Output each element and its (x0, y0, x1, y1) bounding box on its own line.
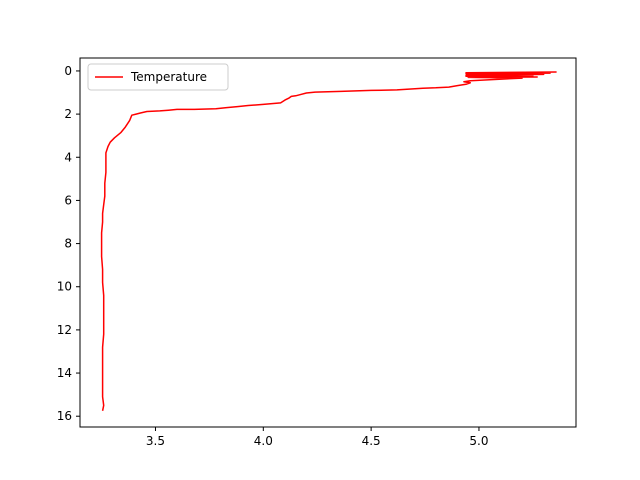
y-tick-label: 8 (64, 237, 72, 251)
y-axis: 0 2 4 6 8 10 12 14 16 (57, 64, 80, 423)
y-tick-label: 6 (64, 193, 72, 207)
x-tick-label: 5.0 (469, 434, 488, 448)
y-tick-label: 16 (57, 409, 72, 423)
plot-frame (79, 57, 577, 428)
y-tick-label: 10 (57, 280, 72, 294)
y-tick-label: 12 (57, 323, 72, 337)
x-tick-label: 4.5 (362, 434, 381, 448)
plot-area (80, 58, 576, 427)
x-tick-label: 4.0 (254, 434, 273, 448)
x-axis: 3.5 4.0 4.5 5.0 (146, 427, 489, 448)
y-tick-label: 2 (64, 107, 72, 121)
y-tick-label: 0 (64, 64, 72, 78)
legend-label-temperature: Temperature (130, 70, 207, 84)
y-tick-label: 4 (64, 150, 72, 164)
legend-box (87, 63, 229, 91)
legend: Temperature (87, 63, 229, 91)
y-tick-label: 14 (57, 366, 72, 380)
temperature-line (100, 71, 557, 411)
x-tick-label: 3.5 (146, 434, 165, 448)
